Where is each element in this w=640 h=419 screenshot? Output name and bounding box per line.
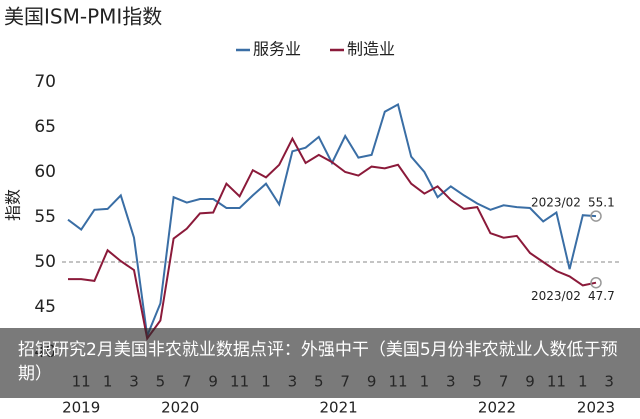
annotation-marker: [590, 276, 602, 289]
y-tick-label: 50: [34, 252, 56, 272]
legend-label: 服务业: [253, 40, 301, 59]
year-label: 2019: [62, 399, 100, 417]
y-tick-label: 70: [34, 72, 56, 92]
year-label: 2020: [161, 399, 199, 417]
y-tick-label: 45: [34, 297, 56, 317]
annotation-value: 55.1: [588, 196, 615, 210]
annotation-value: 47.7: [588, 289, 615, 303]
year-label: 2022: [478, 399, 516, 417]
caption: 招银研究2月美国非农就业数据点评：外强中干（美国5月份非农就业人数低于预期）: [0, 328, 640, 398]
y-tick-label: 55: [34, 207, 56, 227]
legend-label: 制造业: [347, 40, 395, 59]
series-line: [68, 136, 597, 341]
y-axis-label: 指数: [4, 189, 23, 221]
y-tick-label: 60: [34, 162, 56, 182]
year-label: 2021: [320, 399, 358, 417]
year-label: 2023: [577, 399, 615, 417]
chart-title: 美国ISM-PMI指数: [4, 5, 162, 29]
annotation-date: 2023/02: [531, 196, 581, 210]
annotation-date: 2023/02: [531, 289, 581, 303]
y-tick-label: 65: [34, 117, 56, 137]
annotation-marker: [590, 210, 602, 222]
series-line: [67, 103, 597, 340]
